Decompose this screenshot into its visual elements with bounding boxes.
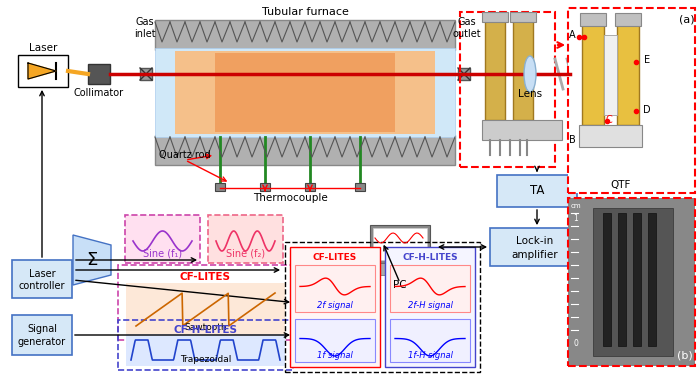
Text: Lens: Lens — [518, 89, 542, 99]
Bar — [390, 319, 470, 362]
Text: 2f-H signal: 2f-H signal — [407, 300, 452, 309]
Bar — [579, 125, 642, 147]
Text: 0: 0 — [573, 339, 578, 348]
Bar — [603, 213, 611, 346]
Text: Collimator: Collimator — [74, 88, 124, 98]
Bar — [155, 48, 455, 137]
Polygon shape — [73, 235, 111, 285]
Text: Laser: Laser — [29, 43, 57, 53]
Bar — [582, 25, 604, 125]
Text: generator: generator — [18, 337, 66, 347]
Text: D: D — [643, 105, 651, 115]
Bar — [125, 215, 200, 263]
Bar — [305, 183, 315, 191]
Bar — [373, 228, 427, 260]
Bar — [208, 215, 283, 263]
Bar — [580, 13, 606, 26]
Text: Lock-in: Lock-in — [517, 236, 554, 246]
Bar — [12, 315, 72, 355]
Text: 2f signal: 2f signal — [317, 300, 353, 309]
Text: 1f signal: 1f signal — [317, 351, 353, 360]
Text: Σ: Σ — [86, 251, 98, 269]
Bar — [490, 228, 580, 266]
Bar — [458, 68, 470, 80]
Bar — [460, 12, 555, 167]
Bar — [215, 53, 395, 132]
Bar — [365, 263, 435, 275]
Bar — [385, 247, 475, 367]
Text: (b): (b) — [677, 351, 693, 361]
Text: Thermocouple: Thermocouple — [253, 193, 328, 203]
Text: QTF: QTF — [611, 180, 631, 190]
Bar — [290, 247, 380, 367]
Bar — [617, 25, 639, 125]
Text: Gas
inlet: Gas inlet — [134, 17, 156, 39]
Text: CF-LITES: CF-LITES — [180, 272, 231, 282]
Bar — [568, 198, 695, 366]
Text: CF-H-LITES: CF-H-LITES — [402, 254, 458, 262]
Bar — [615, 13, 641, 26]
Bar — [12, 260, 72, 298]
Bar — [593, 208, 673, 356]
Bar — [485, 20, 505, 120]
Bar — [648, 213, 656, 346]
Bar — [175, 51, 435, 134]
Bar — [370, 225, 430, 263]
Bar — [215, 183, 225, 191]
Bar — [140, 68, 152, 80]
Text: A: A — [568, 30, 575, 40]
Bar — [260, 183, 270, 191]
Text: 1: 1 — [573, 214, 578, 223]
Bar — [155, 20, 455, 50]
Bar — [126, 334, 285, 366]
Bar — [126, 283, 285, 336]
Bar — [295, 319, 375, 362]
Bar — [568, 8, 695, 193]
Bar — [155, 135, 455, 165]
Text: TA: TA — [530, 184, 544, 198]
Text: B: B — [568, 135, 575, 145]
Text: Sine (f₁): Sine (f₁) — [143, 248, 182, 258]
Bar — [618, 213, 626, 346]
Polygon shape — [28, 63, 56, 79]
Text: E: E — [644, 55, 650, 65]
Text: 1f-H signal: 1f-H signal — [407, 351, 452, 360]
Text: Gas
outlet: Gas outlet — [453, 17, 482, 39]
Bar — [355, 183, 365, 191]
Bar — [497, 175, 577, 207]
Bar — [285, 242, 480, 372]
Bar — [118, 320, 293, 370]
Bar — [633, 213, 641, 346]
Text: controller: controller — [19, 281, 65, 291]
Bar — [18, 55, 68, 87]
Text: Quartz rod: Quartz rod — [159, 150, 211, 160]
Bar — [482, 120, 562, 140]
Bar — [513, 20, 533, 120]
Bar — [510, 12, 536, 22]
Bar — [390, 265, 470, 312]
Text: Tubular furnace: Tubular furnace — [262, 7, 349, 17]
Text: CF-H-LITES: CF-H-LITES — [174, 325, 237, 335]
Bar — [482, 12, 508, 22]
Bar — [88, 64, 110, 84]
Text: Laser: Laser — [29, 269, 55, 279]
Text: (a): (a) — [679, 15, 695, 25]
Text: cm: cm — [570, 203, 581, 209]
Text: amplifier: amplifier — [512, 250, 559, 260]
Text: Sine (f₂): Sine (f₂) — [226, 248, 265, 258]
Text: C: C — [606, 115, 612, 125]
Text: Sawtooth: Sawtooth — [184, 324, 227, 333]
Text: PC: PC — [393, 280, 407, 290]
Bar — [295, 265, 375, 312]
Text: Signal: Signal — [27, 324, 57, 334]
Bar — [118, 265, 293, 340]
Ellipse shape — [524, 56, 536, 92]
Text: Trapezoidal: Trapezoidal — [180, 356, 231, 364]
Text: CF-LITES: CF-LITES — [313, 254, 357, 262]
Bar — [604, 35, 617, 115]
